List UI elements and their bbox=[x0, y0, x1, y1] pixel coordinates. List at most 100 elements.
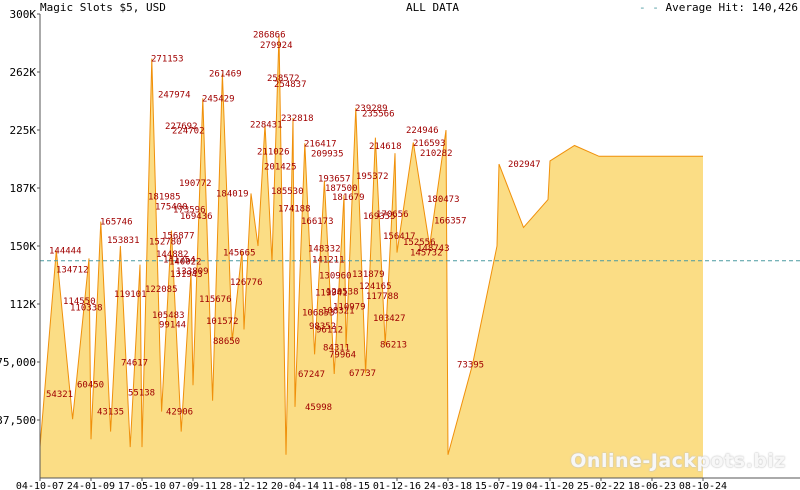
data-label: 108321 bbox=[322, 306, 355, 316]
data-label: 145732 bbox=[410, 249, 443, 259]
data-label: 156877 bbox=[162, 231, 195, 241]
data-label: 216417 bbox=[304, 139, 337, 149]
data-label: 105483 bbox=[152, 311, 185, 321]
data-label: 141254 bbox=[163, 256, 196, 266]
data-label: 43135 bbox=[97, 407, 124, 417]
data-label: 224946 bbox=[406, 126, 439, 136]
data-label: 148332 bbox=[308, 245, 341, 255]
data-label: 245429 bbox=[202, 94, 235, 104]
data-label: 209935 bbox=[311, 149, 344, 159]
data-label: 211026 bbox=[257, 148, 290, 158]
data-label: 74617 bbox=[121, 359, 148, 369]
x-tick-label: 24-01-09 bbox=[67, 481, 115, 490]
data-label: 106853 bbox=[302, 309, 335, 319]
data-label: 181985 bbox=[148, 193, 181, 203]
data-label: 96112 bbox=[316, 325, 343, 335]
series-line bbox=[39, 34, 703, 455]
data-label: 224702 bbox=[172, 126, 205, 136]
data-label: 169355 bbox=[363, 212, 396, 222]
data-label: 181679 bbox=[332, 193, 365, 203]
data-label: 55138 bbox=[128, 389, 155, 399]
data-label: 79964 bbox=[329, 350, 356, 360]
range-label: ALL DATA bbox=[406, 1, 459, 14]
data-label: 228431 bbox=[250, 121, 283, 131]
data-label: 133809 bbox=[176, 267, 209, 277]
data-label: 190772 bbox=[179, 179, 212, 189]
data-label: 214618 bbox=[369, 142, 402, 152]
data-label: 258572 bbox=[267, 74, 300, 84]
data-label: 286866 bbox=[253, 30, 286, 40]
data-label: 210282 bbox=[420, 149, 453, 159]
data-label: 67247 bbox=[298, 370, 325, 380]
data-label: 124165 bbox=[359, 282, 392, 292]
data-label: 165746 bbox=[100, 218, 133, 228]
data-label: 170656 bbox=[376, 210, 409, 220]
data-label: 120538 bbox=[326, 288, 359, 298]
data-label: 131879 bbox=[352, 270, 385, 280]
data-label: 185530 bbox=[271, 187, 304, 197]
data-label: 261469 bbox=[209, 70, 242, 80]
average-legend-dash: - - bbox=[639, 1, 666, 14]
data-label: 239289 bbox=[355, 104, 388, 114]
data-label: 247974 bbox=[158, 90, 191, 100]
y-tick-label: 112K bbox=[10, 298, 37, 311]
data-label: 73395 bbox=[457, 360, 484, 370]
data-label: 169436 bbox=[180, 212, 213, 222]
y-tick-label: 150K bbox=[10, 240, 37, 253]
data-label: 115676 bbox=[199, 295, 232, 305]
data-label: 235566 bbox=[362, 110, 395, 120]
data-label: 166173 bbox=[301, 217, 334, 227]
y-tick-label: 187K bbox=[10, 182, 37, 195]
x-tick-label: 04-11-20 bbox=[526, 481, 574, 490]
average-legend-label: Average Hit: 140,426 bbox=[665, 1, 798, 14]
data-label: 201425 bbox=[264, 162, 297, 172]
data-label: 67737 bbox=[349, 369, 376, 379]
data-label: 144882 bbox=[156, 250, 189, 260]
data-label: 144444 bbox=[49, 247, 82, 257]
data-label: 42906 bbox=[166, 408, 193, 418]
data-label: 145665 bbox=[223, 249, 256, 259]
data-label: 54321 bbox=[46, 390, 73, 400]
x-tick-label: 17-05-10 bbox=[118, 481, 166, 490]
data-label: 130960 bbox=[319, 271, 352, 281]
x-tick-label: 01-12-16 bbox=[373, 481, 421, 490]
data-label: 187500 bbox=[325, 184, 358, 194]
x-tick-label: 11-08-15 bbox=[322, 481, 370, 490]
x-tick-label: 20-04-14 bbox=[271, 481, 319, 490]
data-label: 193657 bbox=[318, 174, 351, 184]
data-label: 140022 bbox=[169, 257, 202, 267]
data-label: 119101 bbox=[114, 290, 147, 300]
x-tick-label: 15-07-19 bbox=[475, 481, 523, 490]
data-label: 279924 bbox=[260, 41, 293, 51]
y-tick-label: 225K bbox=[10, 124, 37, 137]
data-label: 110338 bbox=[70, 303, 103, 313]
data-label: 98352 bbox=[309, 322, 336, 332]
data-label: 174188 bbox=[278, 205, 311, 215]
y-tick-label: 37,500 bbox=[0, 414, 36, 427]
game-title: Magic Slots $5, USD bbox=[40, 1, 166, 14]
data-label: 180473 bbox=[427, 195, 460, 205]
data-label: 110979 bbox=[333, 302, 366, 312]
data-label: 119941 bbox=[315, 288, 348, 298]
average-legend: - - Average Hit: 140,426 bbox=[635, 1, 798, 14]
data-label: 60450 bbox=[77, 381, 104, 391]
x-tick-label: 24-03-18 bbox=[424, 481, 472, 490]
series-area bbox=[40, 34, 703, 479]
data-label: 117788 bbox=[366, 292, 399, 302]
data-label: 84311 bbox=[323, 344, 350, 354]
data-label: 99144 bbox=[159, 321, 186, 331]
y-tick-label: 300K bbox=[10, 8, 37, 21]
data-label: 114550 bbox=[63, 297, 96, 307]
data-label: 254837 bbox=[274, 80, 307, 90]
data-label: 216593 bbox=[413, 139, 446, 149]
data-label: 271153 bbox=[151, 55, 184, 65]
x-tick-label: 04-10-07 bbox=[16, 481, 64, 490]
x-tick-label: 18-06-23 bbox=[628, 481, 676, 490]
x-tick-label: 28-12-12 bbox=[220, 481, 268, 490]
data-label: 173596 bbox=[173, 206, 206, 216]
data-label: 184019 bbox=[216, 189, 249, 199]
data-label: 166357 bbox=[434, 217, 467, 227]
data-label: 103427 bbox=[373, 314, 406, 324]
x-tick-label: 25-02-22 bbox=[577, 481, 625, 490]
